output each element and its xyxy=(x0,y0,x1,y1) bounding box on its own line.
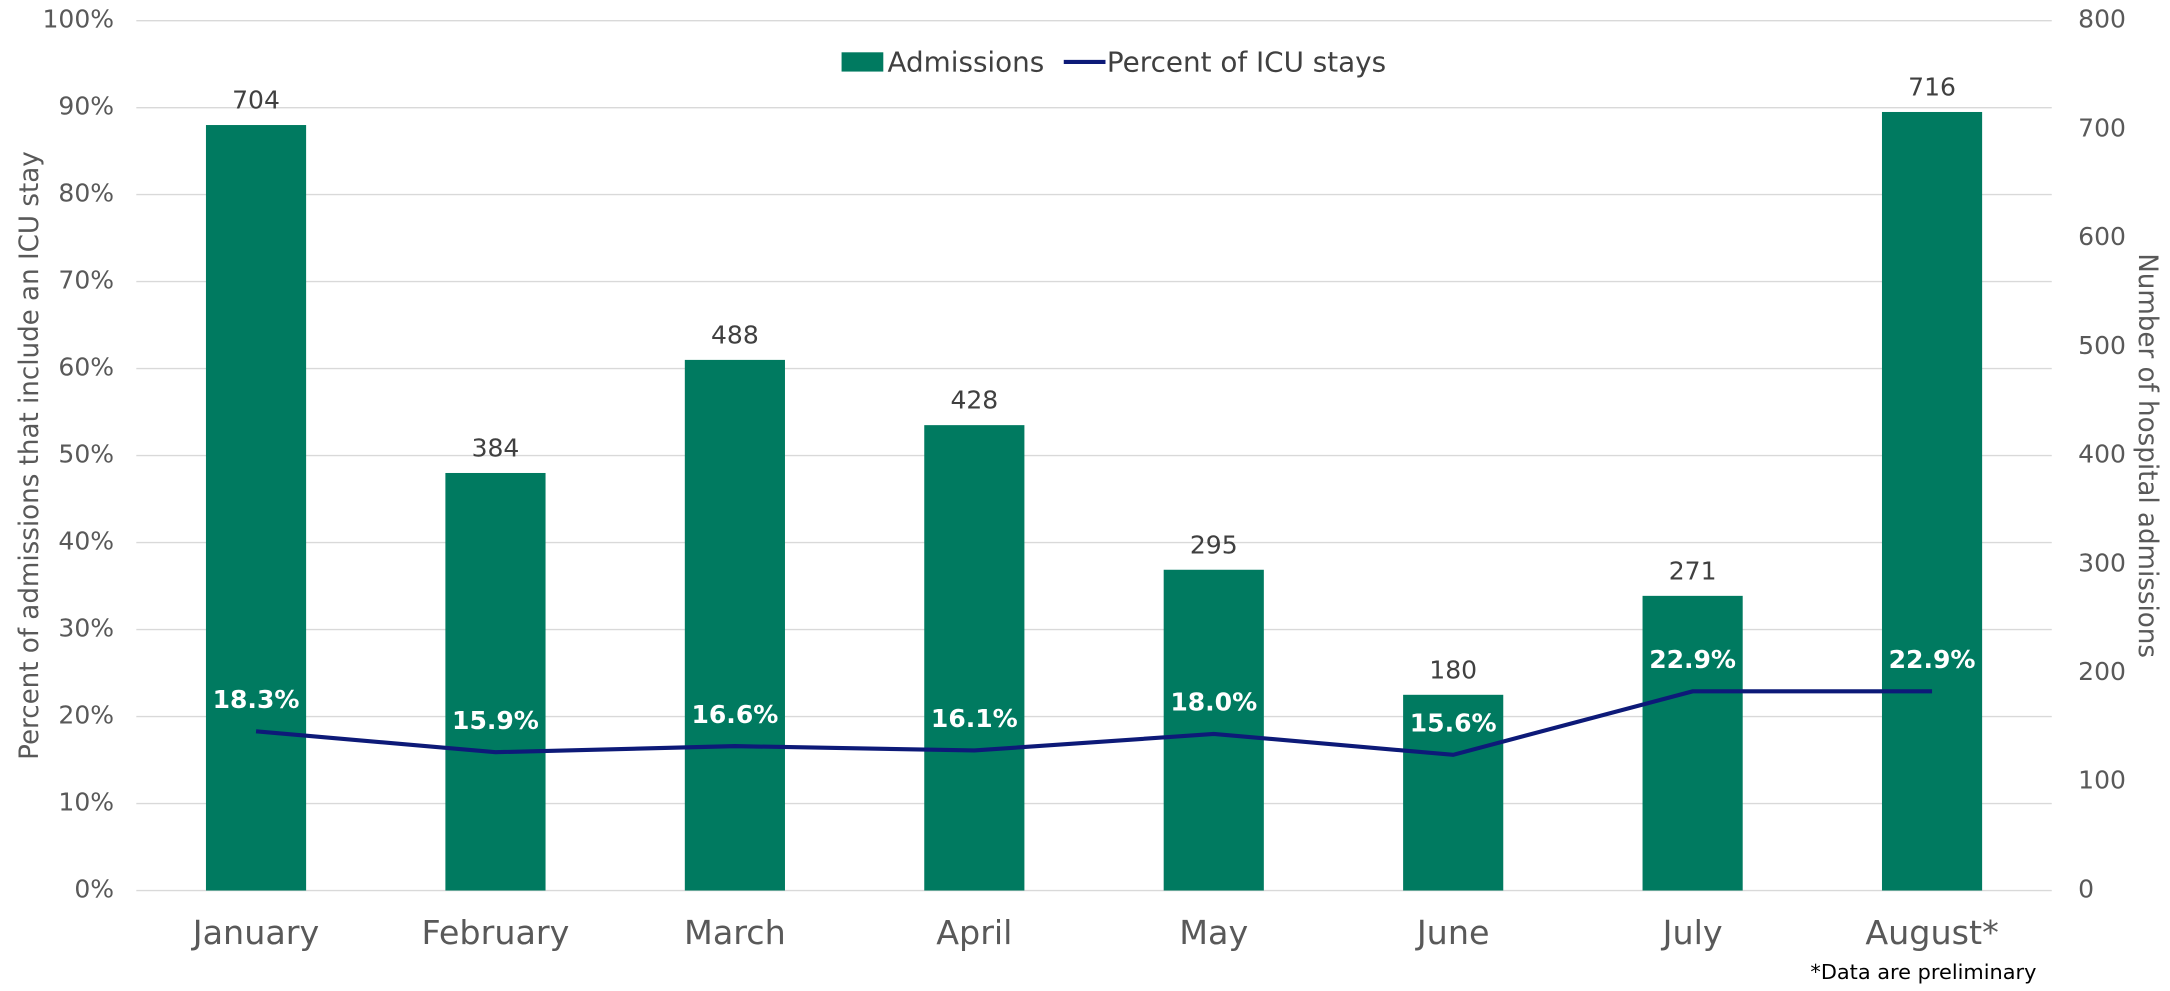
bar xyxy=(684,359,785,891)
y2-tick-label: 500 xyxy=(2078,331,2126,360)
bar-value-label: 716 xyxy=(1908,73,1956,102)
y-tick-label: 20% xyxy=(58,701,114,730)
line-value-label: 22.9% xyxy=(1649,645,1736,674)
legend-label: Admissions xyxy=(887,45,1044,78)
x-tick-label: July xyxy=(1661,913,1723,952)
y2-tick-label: 600 xyxy=(2078,222,2126,251)
y2-tick-label: 100 xyxy=(2078,766,2126,795)
bar-value-label: 271 xyxy=(1669,557,1717,586)
x-tick-label: January xyxy=(191,913,320,952)
bar xyxy=(445,472,546,891)
legend-swatch xyxy=(841,52,884,72)
y-tick-label: 70% xyxy=(58,266,114,295)
bar-value-label: 180 xyxy=(1429,655,1477,684)
y2-tick-label: 200 xyxy=(2078,657,2126,686)
bar-value-label: 704 xyxy=(232,86,280,115)
bar-value-label: 428 xyxy=(950,386,998,415)
bar-value-label: 295 xyxy=(1190,530,1238,559)
y2-tick-label: 700 xyxy=(2078,113,2126,142)
line-value-label: 18.3% xyxy=(213,685,300,714)
bar xyxy=(1163,569,1264,891)
bar-value-label: 488 xyxy=(711,321,759,350)
x-tick-label: March xyxy=(684,913,786,952)
y-tick-label: 80% xyxy=(58,179,114,208)
y2-tick-label: 300 xyxy=(2078,548,2126,577)
bar-value-label: 384 xyxy=(472,434,520,463)
x-tick-label: May xyxy=(1179,913,1248,952)
line xyxy=(255,689,1933,757)
x-tick-label: June xyxy=(1415,913,1490,952)
bar xyxy=(1642,595,1743,891)
bar xyxy=(924,425,1025,891)
y2-tick-label: 0 xyxy=(2078,875,2094,904)
legend-label: Percent of ICU stays xyxy=(1107,45,1386,78)
y2-axis-title: Number of hospital admissions xyxy=(2132,253,2162,658)
x-tick-label: August* xyxy=(1865,913,1998,952)
y2-tick-label: 400 xyxy=(2078,440,2126,469)
line-value-label: 15.9% xyxy=(452,706,539,735)
y-tick-label: 100% xyxy=(43,5,115,34)
line-value-label: 22.9% xyxy=(1889,645,1976,674)
line-value-label: 18.0% xyxy=(1170,688,1257,717)
y-axis-title: Percent of admissions that include an IC… xyxy=(15,151,45,760)
y-tick-label: 90% xyxy=(58,92,114,121)
bar xyxy=(1403,694,1504,891)
bar xyxy=(1881,111,1983,891)
bar xyxy=(205,125,307,891)
x-tick-label: April xyxy=(936,913,1012,952)
x-tick-label: February xyxy=(422,913,570,952)
line-value-label: 16.6% xyxy=(691,700,778,729)
y-tick-label: 30% xyxy=(58,614,114,643)
y-tick-label: 40% xyxy=(58,527,114,556)
y2-tick-label: 800 xyxy=(2078,5,2126,34)
y-tick-label: 10% xyxy=(58,788,114,817)
line-value-label: 15.6% xyxy=(1410,709,1497,738)
y-tick-label: 0% xyxy=(74,875,114,904)
y-tick-label: 50% xyxy=(58,440,114,469)
footnote: *Data are preliminary xyxy=(1810,960,2036,984)
y-tick-label: 60% xyxy=(58,353,114,382)
line-value-label: 16.1% xyxy=(931,704,1018,733)
